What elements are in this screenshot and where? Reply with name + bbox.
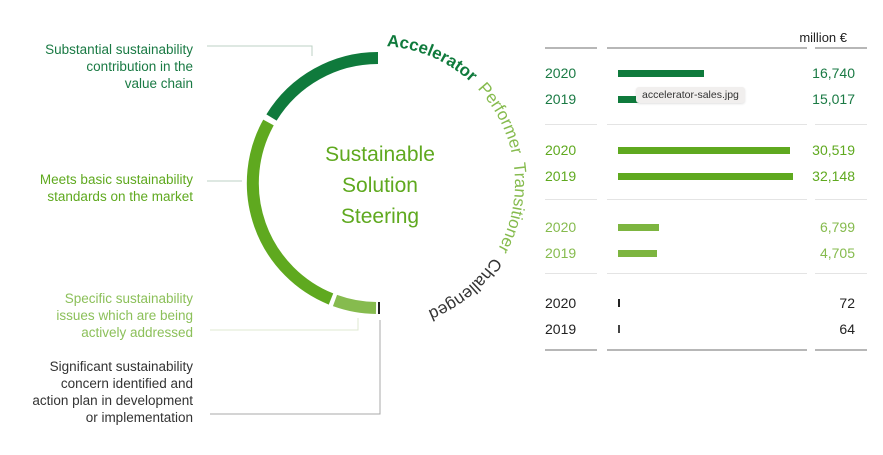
transitioner-arc-label: Transitioner bbox=[494, 162, 530, 257]
year-label: 2019 bbox=[545, 91, 577, 107]
sales-bar bbox=[618, 224, 659, 231]
divider bbox=[607, 199, 807, 200]
sales-bar bbox=[618, 250, 657, 257]
transitioner-row-2020: 2020 6,799 bbox=[545, 219, 855, 239]
sales-bar bbox=[618, 147, 790, 154]
divider bbox=[815, 199, 867, 200]
description-line: value chain bbox=[124, 76, 193, 91]
sales-value: 32,148 bbox=[812, 168, 855, 184]
description-line: concern identified and bbox=[60, 376, 193, 391]
sales-table: million € 2020 16,740 2019 15,017 2020 3… bbox=[545, 0, 867, 455]
description-line: actively addressed bbox=[81, 325, 193, 340]
accelerator-row-2020: 2020 16,740 bbox=[545, 65, 855, 85]
sales-bar bbox=[618, 325, 620, 333]
divider bbox=[545, 273, 597, 274]
divider bbox=[815, 124, 867, 125]
divider bbox=[815, 349, 867, 351]
accelerator-segment bbox=[266, 52, 379, 121]
sales-value: 64 bbox=[839, 321, 855, 337]
performer-segment bbox=[246, 119, 334, 305]
sales-bar bbox=[618, 299, 620, 307]
challenged-row-2019: 2019 64 bbox=[545, 321, 855, 341]
performer-arc-label: Performer bbox=[474, 79, 526, 156]
performer-row-2019: 2019 32,148 bbox=[545, 168, 855, 188]
divider bbox=[607, 47, 807, 49]
center-title-line-1: Sustainable bbox=[325, 143, 435, 166]
year-label: 2019 bbox=[545, 168, 577, 184]
divider bbox=[607, 349, 807, 351]
year-label: 2020 bbox=[545, 295, 577, 311]
description-line: contribution in the bbox=[86, 59, 193, 74]
performer-row-2020: 2020 30,519 bbox=[545, 142, 855, 162]
accelerator-description: Substantial sustainability contribution … bbox=[45, 41, 193, 92]
transitioner-row-2019: 2019 4,705 bbox=[545, 245, 855, 265]
accelerator-arc-label: Accelerator bbox=[386, 31, 481, 85]
sales-value: 6,799 bbox=[819, 219, 855, 235]
transitioner-description: Specific sustainability issues which are… bbox=[56, 290, 193, 341]
divider bbox=[545, 199, 597, 200]
image-filename-tooltip: accelerator-sales.jpg bbox=[636, 87, 745, 103]
year-label: 2020 bbox=[545, 65, 577, 81]
performer-description: Meets basic sustainability standards on … bbox=[40, 171, 193, 205]
divider bbox=[815, 273, 867, 274]
description-line: issues which are being bbox=[56, 308, 193, 323]
challenged-description: Significant sustainability concern ident… bbox=[32, 358, 193, 426]
year-label: 2019 bbox=[545, 245, 577, 261]
sales-value: 16,740 bbox=[812, 65, 855, 81]
description-line: or implementation bbox=[85, 410, 193, 425]
challenged-leader-line bbox=[210, 320, 381, 415]
challenged-row-2020: 2020 72 bbox=[545, 295, 855, 315]
transitioner-segment bbox=[332, 294, 377, 314]
sales-bar bbox=[618, 70, 704, 77]
center-title-line-3: Steering bbox=[341, 205, 419, 228]
transitioner-leader-line bbox=[210, 318, 359, 331]
year-label: 2020 bbox=[545, 219, 577, 235]
sales-value: 30,519 bbox=[812, 142, 855, 158]
sales-value: 72 bbox=[839, 295, 855, 311]
sales-bar bbox=[618, 173, 793, 180]
sales-value: 4,705 bbox=[819, 245, 855, 261]
description-line: Substantial sustainability bbox=[45, 42, 193, 57]
challenged-arc-label: Challenged bbox=[426, 255, 506, 325]
description-line: action plan in development bbox=[32, 393, 193, 408]
center-title-line-2: Solution bbox=[342, 174, 418, 197]
unit-label: million € bbox=[799, 30, 847, 45]
description-line: standards on the market bbox=[47, 189, 193, 204]
description-line: Specific sustainability bbox=[64, 291, 193, 306]
divider bbox=[607, 273, 807, 274]
description-line: Significant sustainability bbox=[49, 359, 193, 374]
year-label: 2020 bbox=[545, 142, 577, 158]
year-label: 2019 bbox=[545, 321, 577, 337]
sales-value: 15,017 bbox=[812, 91, 855, 107]
divider bbox=[815, 47, 867, 49]
sustainability-ring-diagram: Accelerator Performer Transitioner Chall… bbox=[207, 31, 530, 415]
divider bbox=[607, 124, 807, 125]
divider bbox=[545, 47, 597, 49]
description-line: Meets basic sustainability bbox=[39, 172, 193, 187]
divider bbox=[545, 349, 597, 351]
divider bbox=[545, 124, 597, 125]
accelerator-leader-line bbox=[207, 45, 313, 56]
